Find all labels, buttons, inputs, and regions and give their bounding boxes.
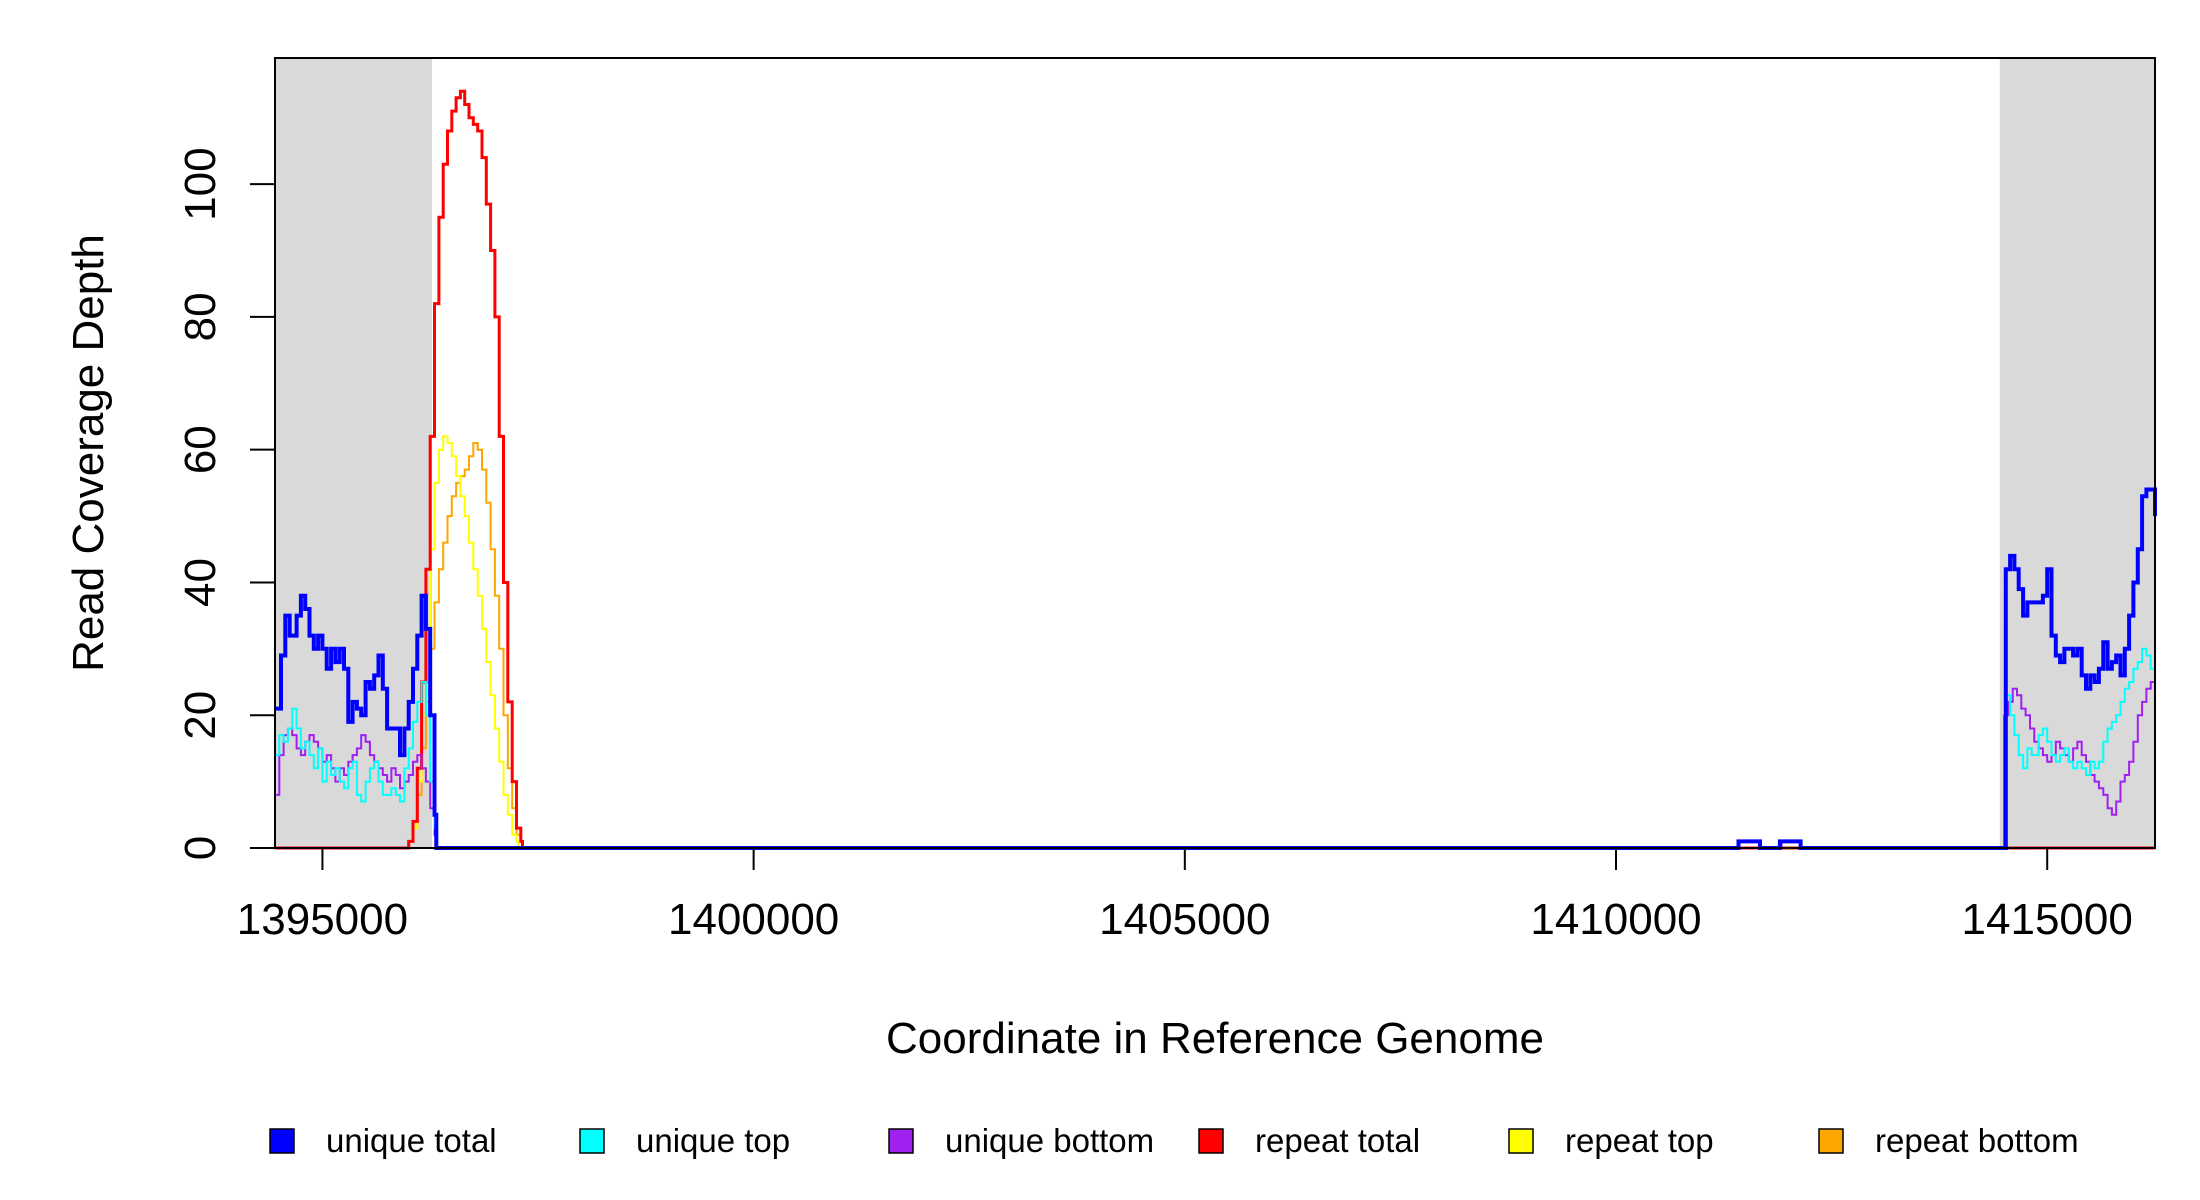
legend-swatch — [1818, 1128, 1844, 1154]
legend-swatch — [1508, 1128, 1534, 1154]
legend-label: unique total — [326, 1122, 497, 1159]
series-line-unique-top — [275, 647, 2155, 849]
y-tick-label: 80 — [176, 292, 225, 341]
series-line-repeat-bottom — [275, 442, 2155, 849]
y-tick-label: 20 — [176, 691, 225, 740]
x-axis-title: Coordinate in Reference Genome — [886, 1014, 1544, 1063]
legend-label: unique top — [636, 1122, 790, 1159]
series-lines — [275, 89, 2157, 850]
shaded-regions — [275, 58, 2155, 848]
series-line-repeat-total — [275, 89, 2155, 850]
x-tick-label: 1410000 — [1530, 895, 1701, 944]
legend-swatch — [269, 1128, 295, 1154]
y-tick-label: 0 — [176, 836, 225, 860]
legend-item-repeat-total: repeat total — [1198, 1122, 1420, 1159]
series-line-unique-bottom — [275, 668, 2156, 849]
y-tick-label: 60 — [176, 425, 225, 474]
legend-label: unique bottom — [945, 1122, 1154, 1159]
x-tick-label: 1415000 — [1962, 895, 2133, 944]
y-axis-title: Read Coverage Depth — [64, 234, 113, 672]
legend-swatch — [888, 1128, 914, 1154]
legend-item-unique-bottom: unique bottom — [888, 1122, 1154, 1159]
legend-item-repeat-bottom: repeat bottom — [1818, 1122, 2079, 1159]
legend-swatch — [1198, 1128, 1224, 1154]
legend-item-unique-top: unique top — [579, 1122, 790, 1159]
y-axis: 0 20 40 60 80 100 — [176, 147, 275, 860]
legend-swatch — [579, 1128, 605, 1154]
legend-label: repeat total — [1255, 1122, 1420, 1159]
x-axis: 1395000 1400000 1405000 1410000 1415000 — [237, 848, 2133, 944]
series-line-repeat-top — [275, 435, 2155, 849]
y-tick-label: 40 — [176, 558, 225, 607]
x-tick-label: 1400000 — [668, 895, 839, 944]
series-line-unique-total — [275, 487, 2157, 850]
legend-label: repeat bottom — [1875, 1122, 2079, 1159]
legend-item-unique-total: unique total — [269, 1122, 497, 1159]
shaded-region-1 — [1999, 58, 2155, 848]
legend: unique total unique top unique bottom repea… — [269, 1122, 2079, 1159]
x-tick-label: 1395000 — [237, 895, 408, 944]
y-tick-label: 100 — [176, 147, 225, 220]
legend-item-repeat-top: repeat top — [1508, 1122, 1714, 1159]
x-tick-label: 1405000 — [1099, 895, 1270, 944]
legend-label: repeat top — [1565, 1122, 1714, 1159]
plot-frame — [274, 57, 2156, 849]
